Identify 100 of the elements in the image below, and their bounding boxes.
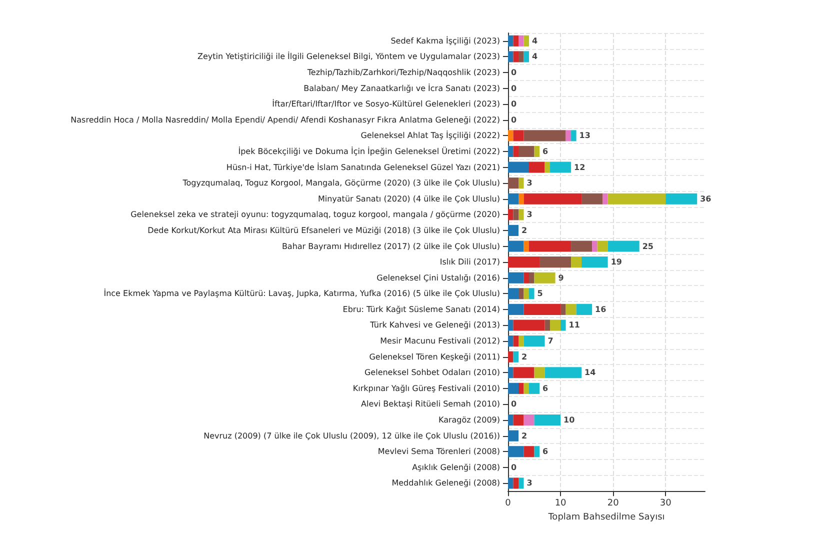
total-label: 12 [574,162,586,172]
bar [508,193,519,204]
y-tick-label: Kırkpınar Yağlı Güreş Festivali (2010) [352,384,500,393]
bar [518,336,524,347]
bar [518,146,534,158]
bar [508,382,519,394]
y-tick-label: Islık Dili (2017) [440,258,500,267]
bar [524,304,561,315]
bar [518,478,524,489]
bar [582,256,608,268]
bar [524,446,534,458]
y-tick-label: Togyzqumalaq, Toguz Korgool, Mangala, Göçürme (2020) (3 ülke ile Çok Uluslu) [182,178,500,188]
total-label: 2 [522,226,528,235]
y-tick-label: Minyatür Sanatı (2020) (4 ülke ile Çok Uluslu) [318,194,500,204]
bar [508,288,519,300]
y-tick-label: Tezhip/Tazhib/Zarhkori/Tezhip/Naqqoshlik (2023) [306,68,500,77]
total-label: 19 [610,258,622,267]
total-label: 3 [526,478,532,488]
bar [513,320,545,331]
y-tick-label: Bahar Bayramı Hıdırellez (2017) (2 ülke ile Çok Uluslu) [282,242,500,251]
y-tick-label: Mevlevi Sema Törenleri (2008) [378,447,500,456]
total-label: 14 [584,368,596,378]
x-tick-label: 30 [660,498,672,509]
bar [571,256,582,268]
bar [508,414,514,426]
bar [508,130,514,142]
bar [513,51,519,62]
bar [508,430,519,442]
total-label: 16 [595,304,607,314]
bar [508,51,514,62]
y-tick-label: Geleneksel Çini Ustalığı (2016) [376,273,500,282]
bar [582,193,603,204]
y-tick-label: İpek Böcekçiliği ve Dokuma İçin İpeğin Geleneksel Üretimi (2022) [238,146,500,156]
total-label: 4 [532,52,538,62]
total-label: 0 [511,68,517,77]
y-tick-label: Nasreddin Hoca / Molla Nasreddin/ Molla Ependi/ Apendi/ Afendi Koshanasyr Fıkra Anlatma Geleneği (2022) [70,115,500,124]
bar [602,193,608,204]
bar [508,446,524,458]
bar [571,130,576,142]
bar [513,414,524,426]
bar [597,240,608,252]
total-label: 6 [542,384,549,393]
x-axis-title: Toplam Bahsedilme Sayısı [547,512,665,522]
bar [508,272,524,284]
y-tick-label: Türk Kahvesi ve Geleneği (2013) [369,320,500,330]
y-tick-label: Ebru: Türk Kağıt Süsleme Sanatı (2014) [342,304,500,314]
bar [508,256,540,268]
y-tick-label: Aşıklık Gelenği (2008) [412,462,500,472]
bar [518,288,524,300]
bar [534,367,545,378]
bar [513,478,519,489]
total-label: 7 [548,336,554,346]
total-label: 0 [511,100,517,109]
bar [518,35,524,46]
y-tick-label: Geleneksel Sohbet Odaları (2010) [364,368,500,378]
bar [529,162,545,173]
bar [571,240,592,252]
total-label: 3 [526,178,532,188]
bar [524,336,545,347]
total-label: 0 [511,84,517,93]
y-tick-label: İftar/Eftari/Iftar/Iftor ve Sosyo-Kültürel Gelenekleri (2023) [272,98,500,109]
bar [508,478,514,489]
y-tick-label: Geleneksel Tören Keşkeği (2011) [369,352,500,362]
bar [524,193,582,204]
bar [550,320,561,331]
bar [524,414,534,426]
bar [524,240,530,252]
bar [524,382,530,394]
bar [524,272,530,284]
y-tick-label: Hüsn-i Hat, Türkiye'de İslam Sanatında Geleneksel Güzel Yazı (2021) [226,162,500,172]
bar [508,304,524,315]
bar [508,35,514,46]
bar [513,130,524,142]
bar [524,35,530,46]
bar [550,162,572,173]
bar [576,304,592,315]
bar [518,382,524,394]
y-tick-label: İnce Ekmek Yapma ve Paylaşma Kültürü: Lavaş, Jupka, Katırma, Yufka (2016) (5 ülke ile Çok Uluslu) [104,288,500,298]
bar [566,130,572,142]
total-label: 13 [579,131,590,140]
bar [508,209,514,220]
bar [529,382,540,394]
x-tick-label: 0 [505,498,512,509]
y-tick-label: Sedef Kakma İşçiliği (2023) [390,35,500,46]
bar [529,288,534,300]
bar [513,336,519,347]
bar [508,336,514,347]
y-tick-label: Alevi Bektaşi Ritüeli Semah (2010) [361,400,500,409]
y-tick-label: Karagöz (2009) [438,416,500,425]
total-label: 25 [642,242,654,251]
bar [560,320,566,331]
total-label: 10 [564,416,576,425]
total-label: 4 [532,36,538,46]
total-label: 0 [511,400,517,409]
bar [524,51,530,62]
total-label: 6 [542,146,549,156]
y-tick-label: Balaban/ Mey Zanaatkarlığı ve İcra Sanatı (2023) [304,82,500,93]
total-label: 5 [537,289,544,298]
bar [560,304,566,315]
y-tick-label: Nevruz (2009) (7 ülke ile Çok Uluslu (2009), 12 ülke ile Çok Uluslu (2016)) [204,431,500,440]
